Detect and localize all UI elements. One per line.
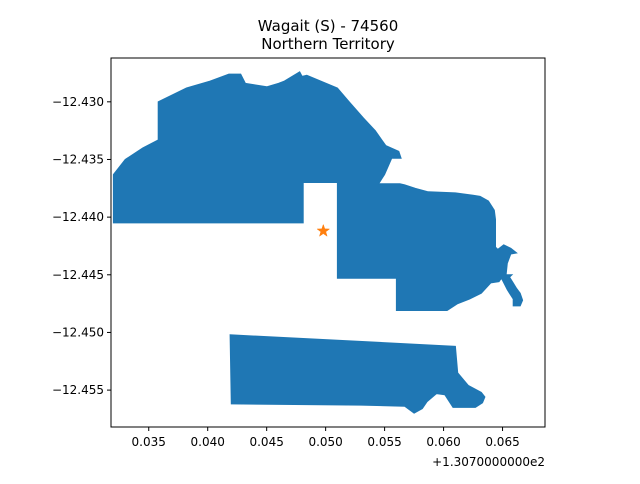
region-layer <box>112 71 524 414</box>
marker-layer <box>316 223 331 237</box>
y-tick-label: −12.440 <box>52 210 104 224</box>
axes-frame <box>110 57 546 428</box>
x-tick-label: 0.035 <box>132 435 166 449</box>
y-tick-label: −12.435 <box>52 152 104 166</box>
region-polygon-south-block <box>229 334 486 414</box>
map-subtitle: Northern Territory <box>261 35 395 53</box>
star-marker <box>316 223 331 237</box>
y-tick-label: −12.455 <box>52 383 104 397</box>
x-tick-label: 0.040 <box>191 435 225 449</box>
x-axis: 0.035 0.040 0.045 0.050 0.055 0.060 0.065 <box>132 427 520 449</box>
x-tick-label: 0.065 <box>485 435 519 449</box>
region-polygon-north-west-block <box>112 71 524 311</box>
x-tick-label: 0.045 <box>249 435 283 449</box>
y-tick-label: −12.430 <box>52 95 104 109</box>
x-tick-label: 0.050 <box>308 435 342 449</box>
x-tick-label: 0.060 <box>426 435 460 449</box>
x-offset-label: +1.3070000000e2 <box>432 455 545 469</box>
y-axis: −12.430 −12.435 −12.440 −12.445 −12.450 −12.4… <box>52 95 111 397</box>
y-tick-label: −12.445 <box>52 268 104 282</box>
map-title: Wagait (S) - 74560 <box>258 17 399 35</box>
y-tick-label: −12.450 <box>52 325 104 339</box>
x-tick-label: 0.055 <box>367 435 401 449</box>
